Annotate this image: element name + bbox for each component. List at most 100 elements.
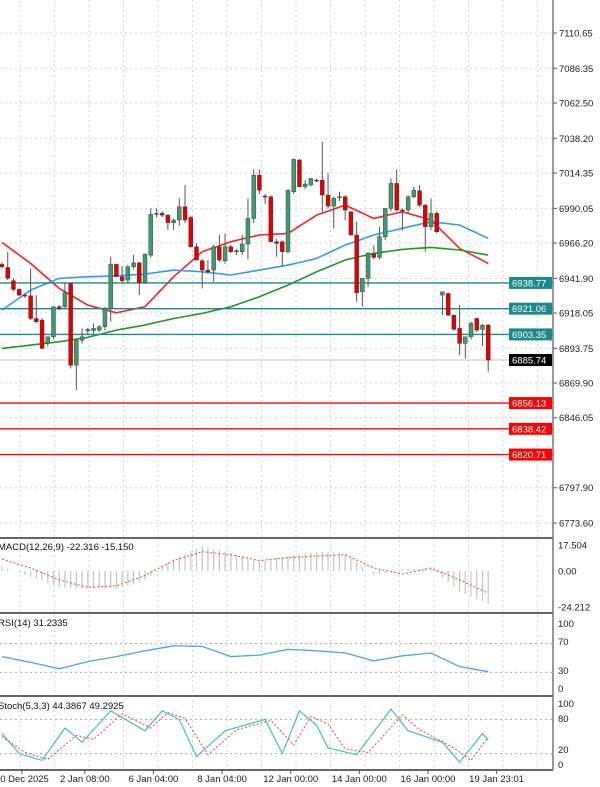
candle-body [445, 293, 451, 316]
candle-body [199, 260, 205, 271]
price-tick-label: 6797.90 [559, 483, 593, 494]
candle-body [257, 174, 262, 191]
candle-body [383, 208, 388, 237]
candle-body [411, 189, 417, 197]
time-tick-label: 2 Jan 08:00 [60, 774, 110, 785]
price-tick-label: 7110.65 [559, 29, 593, 40]
candle-body [280, 241, 285, 252]
price-panel[interactable]: 6938.77 6921.06 6903.35 6856.13 6838.42 6820.… [0, 141, 553, 461]
candle-body [39, 319, 45, 349]
price-tick-label: 6941.90 [559, 274, 593, 285]
candle-body [0, 264, 5, 267]
candle-body [28, 295, 33, 319]
price-tick-label: 7014.35 [559, 169, 593, 180]
price-tick-label: 6869.90 [559, 379, 593, 390]
stoch-tick-label: 100 [558, 699, 574, 710]
price-tick-label: 7062.50 [559, 99, 593, 110]
candle-body [400, 209, 405, 212]
macd-panel[interactable]: MACD(12,26,9) -22.316 -15.150 [0, 542, 489, 604]
candle-body [262, 195, 268, 198]
macd-signal-line [1, 551, 489, 594]
candle-body [188, 217, 193, 248]
candle-body [480, 324, 485, 330]
stoch-title: Stoch(5,3,3) 44.3867 49.2925 [0, 701, 124, 712]
candle-body [85, 329, 91, 331]
price-level-label: 6856.13 [512, 399, 546, 410]
candle-body [148, 214, 153, 256]
candle-body [222, 246, 228, 261]
price-tick-label: 7086.35 [559, 64, 593, 75]
candle-body [388, 183, 394, 209]
candle-body [434, 213, 439, 232]
candle-body [463, 336, 468, 344]
candle-body [245, 218, 251, 245]
stoch-signal-line [1, 712, 489, 762]
price-level-label: 6938.77 [512, 278, 546, 289]
rsi-line [1, 645, 489, 673]
candle-body [217, 246, 222, 261]
candle-body [205, 269, 211, 273]
price-level-tag [509, 276, 552, 289]
macd-tick-label: 0.00 [558, 567, 577, 578]
price-level-tag [509, 397, 552, 410]
candle-body [291, 159, 296, 192]
candle-body [165, 214, 171, 223]
candle-body [182, 206, 188, 221]
candle-body [74, 339, 79, 366]
moving-average-line [1, 220, 489, 311]
candle-body [142, 253, 148, 283]
price-level-label: 6921.06 [512, 304, 546, 315]
time-tick-label: 12 Jan 00:00 [263, 774, 318, 785]
rsi-tick-label: 100 [558, 619, 574, 630]
candle-body [451, 314, 457, 330]
time-tick-label: 16 Jan 00:00 [401, 774, 456, 785]
candle-body [274, 241, 279, 244]
moving-average-line [1, 204, 489, 314]
candle-body [343, 196, 348, 211]
candle-body [114, 264, 119, 277]
candle-body [34, 318, 39, 322]
stoch-panel[interactable]: Stoch(5,3,3) 44.3867 49.2925 [0, 701, 553, 764]
stoch-tick-label: 0 [558, 760, 563, 771]
candle-body [440, 291, 445, 296]
candle-body [16, 289, 22, 296]
candle-body [211, 246, 216, 271]
candle-body [62, 292, 68, 307]
price-level-tag [509, 328, 552, 341]
candle-body [348, 211, 354, 236]
candle-body [234, 250, 239, 252]
candle-body [68, 283, 73, 366]
rsi-tick-label: 30 [558, 666, 569, 677]
candle-body [285, 189, 291, 252]
candle-body [137, 262, 142, 283]
candle-body [228, 246, 234, 252]
candle-body [5, 267, 10, 279]
price-tick-label: 7038.20 [559, 134, 593, 145]
candle-body [45, 336, 50, 344]
price-level-tag [509, 448, 552, 461]
price-tick-label: 6990.05 [559, 204, 593, 215]
candle-body [468, 323, 474, 338]
price-level-tag [509, 302, 552, 315]
candle-body [337, 196, 342, 198]
stoch-tick-label: 20 [558, 745, 569, 756]
candle-body [154, 213, 159, 215]
time-tick-label: 8 Jan 04:00 [197, 774, 247, 785]
candle-body [314, 179, 319, 182]
time-tick-label: 30 Dec 2025 [0, 774, 49, 785]
candle-body [108, 264, 113, 309]
candle-body [51, 306, 56, 338]
rsi-panel[interactable]: RSI(14) 31.2335 [0, 618, 553, 673]
candle-body [417, 190, 422, 206]
last-price-label: 6885.74 [512, 356, 546, 367]
candle-body [354, 234, 359, 293]
candle-body [268, 196, 274, 242]
macd-tick-label: -24.212 [558, 602, 590, 613]
candle-body [57, 306, 62, 309]
price-level-label: 6820.71 [512, 450, 546, 461]
candle-body [159, 213, 165, 216]
candle-body [325, 194, 331, 207]
macd-tick-label: 17.504 [558, 541, 587, 552]
candle-body [79, 336, 85, 341]
